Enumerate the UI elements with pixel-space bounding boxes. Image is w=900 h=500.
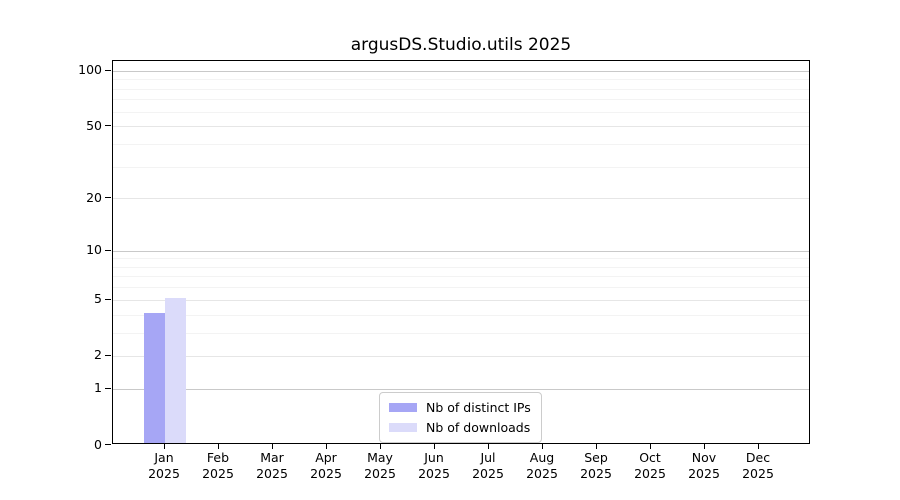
x-tick-label: Aug 2025 — [526, 450, 558, 481]
major-gridline — [113, 388, 809, 390]
x-tick-label: Oct 2025 — [634, 450, 666, 481]
major-gridline — [113, 126, 809, 128]
minor-gridline — [113, 166, 809, 168]
x-tick-label: Feb 2025 — [202, 450, 234, 481]
x-tick-mark — [218, 444, 219, 449]
legend-label-downloads: Nb of downloads — [426, 420, 531, 435]
x-tick-label: Apr 2025 — [310, 450, 342, 481]
y-tick-mark — [105, 125, 111, 126]
x-tick-mark — [758, 444, 759, 449]
y-tick-label: 20 — [86, 189, 102, 205]
x-tick-label: Jun 2025 — [418, 450, 450, 481]
x-tick-label: Jan 2025 — [148, 450, 180, 481]
y-tick-label: 10 — [86, 242, 102, 258]
x-tick-mark — [326, 444, 327, 449]
y-tick-label: 2 — [94, 347, 102, 363]
x-tick-label: Sep 2025 — [580, 450, 612, 481]
bar-distinct-ips — [144, 312, 165, 443]
x-tick-mark — [650, 444, 651, 449]
minor-gridline — [113, 111, 809, 113]
legend-label-distinct-ips: Nb of distinct IPs — [426, 400, 531, 415]
x-tick-mark — [542, 444, 543, 449]
y-tick-label: 1 — [94, 380, 102, 396]
minor-gridline — [113, 276, 809, 278]
legend-swatch-distinct-ips — [389, 403, 417, 412]
major-gridline — [113, 299, 809, 301]
minor-gridline — [113, 258, 809, 260]
minor-gridline — [113, 99, 809, 101]
chart-title: argusDS.Studio.utils 2025 — [350, 35, 572, 55]
major-gridline — [113, 355, 809, 357]
legend-item-downloads: Nb of downloads — [389, 420, 531, 435]
bar-downloads — [165, 297, 186, 443]
major-gridline — [113, 198, 809, 200]
legend: Nb of distinct IPs Nb of downloads — [379, 392, 542, 443]
legend-swatch-downloads — [389, 423, 417, 432]
x-tick-mark — [596, 444, 597, 449]
x-tick-mark — [704, 444, 705, 449]
x-tick-label: Dec 2025 — [742, 450, 774, 481]
legend-item-distinct-ips: Nb of distinct IPs — [389, 400, 531, 415]
minor-gridline — [113, 314, 809, 316]
x-tick-label: Jul 2025 — [472, 450, 504, 481]
x-tick-label: Nov 2025 — [688, 450, 720, 481]
y-tick-mark — [105, 250, 111, 251]
x-tick-mark — [380, 444, 381, 449]
minor-gridline — [113, 287, 809, 289]
plot-area: Nb of distinct IPs Nb of downloads — [112, 60, 810, 444]
y-tick-mark — [105, 444, 111, 445]
x-tick-mark — [434, 444, 435, 449]
y-tick-mark — [105, 299, 111, 300]
y-tick-label: 100 — [78, 62, 102, 78]
x-tick-label: Mar 2025 — [256, 450, 288, 481]
major-gridline — [113, 70, 809, 72]
x-tick-mark — [164, 444, 165, 449]
minor-gridline — [113, 88, 809, 90]
y-tick-mark — [105, 197, 111, 198]
minor-gridline — [113, 143, 809, 145]
y-tick-mark — [105, 70, 111, 71]
minor-gridline — [113, 332, 809, 334]
x-tick-label: May 2025 — [364, 450, 396, 481]
x-tick-mark — [272, 444, 273, 449]
y-tick-label: 0 — [94, 436, 102, 452]
y-tick-label: 50 — [86, 117, 102, 133]
y-tick-mark — [105, 355, 111, 356]
y-tick-label: 5 — [94, 291, 102, 307]
y-tick-mark — [105, 388, 111, 389]
minor-gridline — [113, 266, 809, 268]
major-gridline — [113, 250, 809, 252]
x-tick-mark — [488, 444, 489, 449]
minor-gridline — [113, 79, 809, 81]
